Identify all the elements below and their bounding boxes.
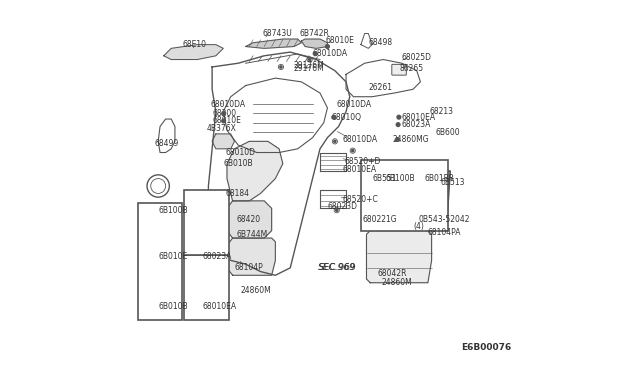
Circle shape — [376, 269, 379, 271]
Circle shape — [404, 218, 406, 221]
Text: 6B010B: 6B010B — [223, 159, 253, 168]
Text: 68025D: 68025D — [402, 53, 432, 62]
Text: 68499: 68499 — [154, 139, 179, 148]
Polygon shape — [301, 39, 328, 48]
Text: 29176M: 29176M — [294, 61, 324, 70]
Circle shape — [222, 112, 225, 115]
Polygon shape — [367, 231, 431, 283]
Text: 68010EA: 68010EA — [342, 165, 376, 174]
Text: 68010DA: 68010DA — [337, 100, 372, 109]
Text: 68184: 68184 — [225, 189, 249, 198]
Text: 68010E: 68010E — [212, 116, 241, 125]
Circle shape — [280, 66, 282, 68]
Circle shape — [222, 119, 225, 123]
Text: 68010D: 68010D — [225, 148, 255, 157]
Text: 0B543-52042: 0B543-52042 — [419, 215, 470, 224]
Circle shape — [308, 58, 310, 61]
Text: SEC.969: SEC.969 — [318, 263, 356, 272]
Text: 68023A: 68023A — [203, 252, 232, 261]
Polygon shape — [227, 141, 283, 201]
Text: 68743U: 68743U — [262, 29, 292, 38]
Bar — [138, 203, 182, 320]
Text: 68010EA: 68010EA — [402, 113, 436, 122]
Text: 68010E: 68010E — [326, 36, 355, 45]
Polygon shape — [246, 39, 301, 48]
Text: 68010DA: 68010DA — [312, 49, 348, 58]
Polygon shape — [164, 45, 223, 60]
Text: 68420: 68420 — [236, 215, 260, 224]
Bar — [184, 255, 229, 320]
Text: 68520+C: 68520+C — [342, 195, 378, 203]
Text: 4B376X: 4B376X — [207, 124, 236, 133]
Circle shape — [332, 115, 335, 119]
Text: 6B01BR: 6B01BR — [424, 174, 454, 183]
Text: 6B100B: 6B100B — [158, 206, 188, 215]
Polygon shape — [212, 134, 234, 149]
Text: 68498: 68498 — [369, 38, 392, 47]
Text: 68010Q: 68010Q — [331, 113, 361, 122]
Text: 6B551: 6B551 — [372, 174, 397, 183]
Text: SEC.969: SEC.969 — [318, 263, 356, 272]
Text: 68520+D: 68520+D — [344, 157, 381, 166]
Text: 68010DA: 68010DA — [342, 135, 378, 144]
Text: 68104PA: 68104PA — [428, 228, 461, 237]
Circle shape — [392, 209, 394, 211]
Text: 68010EA: 68010EA — [203, 302, 237, 311]
Text: 6B010E: 6B010E — [158, 252, 188, 261]
Polygon shape — [227, 238, 275, 275]
Circle shape — [314, 52, 317, 55]
Text: 26261: 26261 — [369, 83, 392, 92]
Circle shape — [396, 123, 400, 126]
Polygon shape — [227, 201, 271, 238]
Text: 680221G: 680221G — [363, 215, 397, 224]
Text: 6B513: 6B513 — [441, 178, 465, 187]
Circle shape — [335, 209, 338, 211]
Circle shape — [396, 138, 399, 141]
Text: 24860M: 24860M — [381, 278, 412, 287]
Bar — [184, 190, 229, 255]
Text: 68213: 68213 — [429, 107, 454, 116]
Text: (4): (4) — [413, 222, 424, 231]
Text: 6B010B: 6B010B — [158, 302, 188, 311]
Text: 68042R: 68042R — [378, 269, 407, 278]
Circle shape — [397, 115, 401, 119]
Bar — [361, 160, 449, 231]
Text: 68104P: 68104P — [234, 263, 263, 272]
Text: 6B600: 6B600 — [435, 128, 460, 137]
Text: 24860M: 24860M — [240, 286, 271, 295]
Text: 68023A: 68023A — [402, 120, 431, 129]
Text: 68E10: 68E10 — [182, 40, 206, 49]
Text: 6B100B: 6B100B — [385, 174, 415, 183]
Circle shape — [351, 150, 354, 152]
Circle shape — [392, 278, 394, 280]
Polygon shape — [365, 171, 450, 227]
Text: 68200: 68200 — [212, 109, 236, 118]
Text: 86265: 86265 — [400, 64, 424, 73]
Text: 24860MG: 24860MG — [392, 135, 429, 144]
Circle shape — [326, 45, 330, 48]
Text: 68023D: 68023D — [328, 202, 357, 211]
FancyBboxPatch shape — [392, 64, 406, 75]
Text: 6B744M: 6B744M — [236, 230, 268, 239]
Text: E6B00076: E6B00076 — [461, 343, 511, 352]
Text: 29176M: 29176M — [294, 64, 324, 73]
Text: 6B742R: 6B742R — [300, 29, 330, 38]
Text: 68010DA: 68010DA — [211, 100, 245, 109]
Circle shape — [334, 140, 336, 142]
